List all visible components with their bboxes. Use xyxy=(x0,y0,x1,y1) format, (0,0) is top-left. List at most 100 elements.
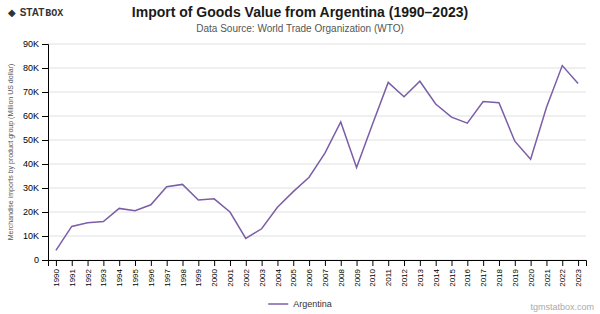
x-tick-mark xyxy=(325,260,326,266)
x-tick-mark xyxy=(103,260,104,266)
x-tick-label: 2020 xyxy=(527,268,536,286)
x-tick: 2015 xyxy=(448,260,457,287)
x-axis: 1990 1991 1992 1993 1994 1995 1996 1997 1998 1999… xyxy=(49,260,587,287)
legend-swatch xyxy=(268,303,288,305)
x-tick: 1994 xyxy=(115,260,124,287)
x-tick: 2018 xyxy=(495,260,504,287)
y-tick: 0 xyxy=(34,255,48,265)
y-tick: 30K xyxy=(23,183,48,193)
x-tick-label: 2023 xyxy=(574,268,583,286)
x-tick-mark xyxy=(277,260,278,266)
y-tick: 40K xyxy=(23,159,48,169)
x-tick-mark xyxy=(436,260,437,266)
x-tick: 2003 xyxy=(258,260,267,287)
y-tick-label: 70K xyxy=(23,87,39,97)
x-tick-label: 1993 xyxy=(99,268,108,286)
x-tick-mark xyxy=(88,260,89,266)
y-tick-label: 10K xyxy=(23,231,39,241)
x-tick-mark xyxy=(72,260,73,266)
y-tick-label: 60K xyxy=(23,111,39,121)
x-tick-mark xyxy=(167,260,168,266)
x-tick-mark xyxy=(183,260,184,266)
x-tick-mark xyxy=(483,260,484,266)
y-tick-label: 40K xyxy=(23,159,39,169)
subtitle: Data Source: World Trade Organization (W… xyxy=(196,23,404,34)
x-tick-label: 1990 xyxy=(52,268,61,286)
x-tick-mark xyxy=(515,260,516,266)
x-tick-mark xyxy=(214,260,215,266)
y-axis-title: Merchandise imports by product group (Mi… xyxy=(7,64,15,241)
x-tick-label: 2017 xyxy=(479,268,488,286)
x-tick: 1997 xyxy=(163,260,172,287)
x-tick: 2020 xyxy=(527,260,536,287)
x-tick: 1993 xyxy=(99,260,108,287)
x-tick-mark xyxy=(562,260,563,266)
x-tick: 2002 xyxy=(242,260,251,287)
x-tick-label: 2010 xyxy=(368,268,377,286)
grid-line xyxy=(48,236,586,237)
x-axis-line xyxy=(49,261,587,267)
y-tick-mark xyxy=(42,236,48,237)
y-tick: 80K xyxy=(23,63,48,73)
x-tick-label: 2012 xyxy=(400,268,409,286)
watermark: tgmstatbox.com xyxy=(530,302,594,312)
grid-line xyxy=(48,92,586,93)
y-tick: 10K xyxy=(23,231,48,241)
x-tick-label: 2001 xyxy=(226,268,235,286)
x-tick-mark xyxy=(309,260,310,266)
x-tick-label: 2000 xyxy=(210,268,219,286)
x-tick-label: 2002 xyxy=(242,268,251,286)
x-tick-label: 1996 xyxy=(147,268,156,286)
x-tick: 2011 xyxy=(384,260,393,286)
y-tick-label: 30K xyxy=(23,183,39,193)
x-tick: 1995 xyxy=(131,260,140,287)
x-tick-label: 2006 xyxy=(305,268,314,286)
y-tick: 90K xyxy=(23,39,48,49)
title: Import of Goods Value from Argentina (19… xyxy=(132,4,468,20)
x-tick: 2005 xyxy=(289,260,298,287)
x-tick-label: 2007 xyxy=(321,268,330,286)
grid-line xyxy=(48,68,586,69)
x-tick-label: 2016 xyxy=(463,268,472,286)
y-tick-mark xyxy=(42,260,48,261)
x-tick: 2019 xyxy=(511,260,520,287)
logo-text: ◆ xyxy=(8,7,16,18)
x-tick: 2007 xyxy=(321,260,330,287)
plot-area xyxy=(56,66,578,251)
x-tick-label: 2011 xyxy=(384,268,393,286)
x-tick: 1996 xyxy=(147,260,156,287)
x-tick-label: 2018 xyxy=(495,268,504,286)
x-tick: 1990 xyxy=(52,260,61,287)
legend-item: Argentina xyxy=(268,299,332,309)
x-tick: 1992 xyxy=(84,260,93,287)
x-tick-mark xyxy=(578,260,579,266)
x-tick: 1999 xyxy=(194,260,203,287)
legend: Argentina xyxy=(268,299,332,309)
x-tick-mark xyxy=(357,260,358,266)
x-tick-label: 1991 xyxy=(68,268,77,286)
x-tick: 2017 xyxy=(479,260,488,287)
y-tick-label: 50K xyxy=(23,135,39,145)
x-tick-label: 2003 xyxy=(258,268,267,286)
y-tick-label: 20K xyxy=(23,207,39,217)
y-axis-line xyxy=(42,45,49,261)
x-tick: 2010 xyxy=(368,260,377,287)
y-axis: 0 10K 20K 30K 40K 50K 60K 70K 80K 90K xyxy=(23,39,49,265)
x-tick: 2014 xyxy=(432,260,441,287)
x-tick-mark xyxy=(388,260,389,266)
x-tick: 2016 xyxy=(463,260,472,287)
y-tick-mark xyxy=(42,188,48,189)
y-tick-mark xyxy=(42,140,48,141)
x-tick: 2022 xyxy=(558,260,567,287)
logo-text: STAT xyxy=(20,7,45,18)
logo-text: BOX xyxy=(45,8,63,19)
y-tick-mark xyxy=(42,92,48,93)
x-tick-mark xyxy=(546,260,547,266)
x-tick: 1998 xyxy=(179,260,188,287)
x-tick: 2004 xyxy=(274,260,283,287)
x-tick-mark xyxy=(151,260,152,266)
x-tick: 2000 xyxy=(210,260,219,287)
y-tick: 50K xyxy=(23,135,48,145)
x-tick-mark xyxy=(293,260,294,266)
x-tick-label: 2009 xyxy=(353,268,362,286)
